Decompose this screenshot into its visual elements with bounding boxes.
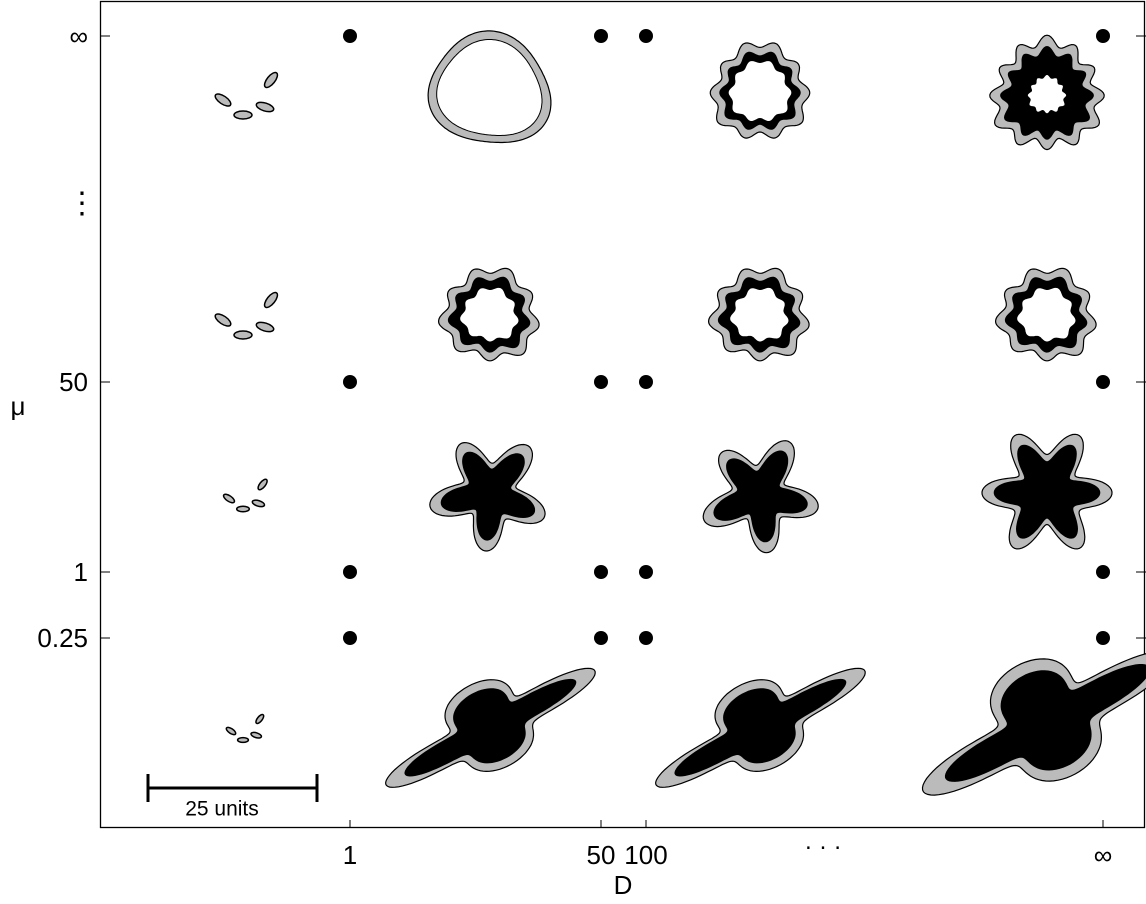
pattern-hole	[436, 39, 543, 136]
grid-point	[639, 375, 653, 389]
grid-point	[594, 375, 608, 389]
pattern-core	[440, 451, 536, 541]
pattern-fragment	[263, 71, 279, 89]
grid-point	[343, 565, 357, 579]
grid-point	[639, 565, 653, 579]
grid-point	[1096, 565, 1110, 579]
pattern-fragment	[222, 493, 236, 504]
pattern-hole	[459, 286, 520, 343]
scale-bar-label: 25 units	[185, 798, 259, 821]
grid-point	[594, 631, 608, 645]
x-tick-label: 50	[587, 840, 616, 870]
pattern-fragment	[255, 321, 275, 333]
grid-point	[639, 29, 653, 43]
pattern-shapes	[214, 30, 1146, 796]
grid-point	[1096, 631, 1110, 645]
grid-point	[343, 29, 357, 43]
pattern-fragment	[251, 499, 266, 508]
pattern-fragment	[255, 713, 265, 725]
plot-frame	[99, 0, 1146, 829]
x-tick-label: 1	[343, 840, 357, 870]
pattern-hole	[727, 59, 793, 123]
y-tick-label: 0.25	[37, 623, 88, 653]
grid-point	[343, 375, 357, 389]
pattern-core	[944, 664, 1146, 782]
pattern-fragment	[214, 313, 232, 327]
pattern-fragment	[257, 478, 268, 491]
pattern-core	[674, 678, 847, 777]
x-tick-label: 100	[624, 840, 667, 870]
pattern-hole	[729, 286, 790, 343]
pattern-fragment	[233, 110, 253, 120]
grid-point	[594, 29, 608, 43]
y-axis-label: μ	[11, 391, 26, 421]
pattern-fragment	[233, 330, 253, 340]
pattern-fragment	[214, 93, 232, 107]
y-tick-label: 50	[59, 367, 88, 397]
pattern-hole	[1026, 73, 1068, 115]
grid-point	[1096, 375, 1110, 389]
pattern-fragment	[235, 505, 251, 513]
pattern-fragment	[250, 731, 263, 739]
grid-point	[1096, 29, 1110, 43]
grid-point	[639, 631, 653, 645]
x-tick-label: ∞	[1094, 840, 1113, 870]
pattern-core	[713, 450, 808, 543]
pattern-hole	[1016, 286, 1077, 343]
pattern-core	[993, 444, 1101, 539]
y-tick-label: 1	[74, 557, 88, 587]
pattern-fragment	[236, 736, 250, 744]
pattern-fragment	[255, 101, 275, 113]
y-ellipsis: ⋮	[67, 187, 97, 220]
x-axis-label: D	[614, 870, 633, 900]
x-ellipsis: · · ·	[804, 833, 841, 860]
pattern-fragment	[263, 291, 279, 309]
grid-point	[594, 565, 608, 579]
y-tick-label: ∞	[69, 21, 88, 51]
grid-point	[343, 631, 357, 645]
pattern-core	[404, 678, 577, 777]
pattern-fragment	[225, 726, 237, 736]
